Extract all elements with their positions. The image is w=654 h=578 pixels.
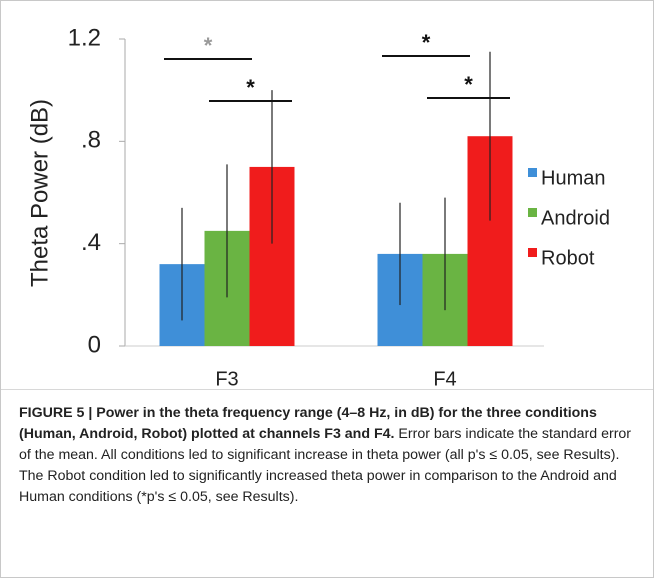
caption-text: Error bars indicate the standard error o… <box>19 426 632 505</box>
legend-swatch <box>528 208 537 217</box>
legend-swatch <box>528 248 537 257</box>
significance-marker: * <box>464 72 473 97</box>
y-axis-label: Theta Power (dB) <box>26 99 53 287</box>
significance-marker: * <box>246 75 255 100</box>
significance-marker: * <box>204 33 213 58</box>
divider <box>1 389 653 390</box>
y-tick-label: 1.2 <box>68 24 101 51</box>
legend-label: Robot <box>541 247 595 269</box>
caption-label: FIGURE 5 | Power in the theta frequency … <box>19 405 597 442</box>
x-tick-label: F4 <box>433 368 456 389</box>
y-tick-label: 0 <box>88 331 101 358</box>
chart: Theta Power (dB) 0 .4 .8 1.2 F3 F4 * * * * Human An… <box>26 24 610 390</box>
legend-label: Android <box>541 207 610 229</box>
x-tick-label: F3 <box>215 368 238 389</box>
y-tick-label: .4 <box>81 229 101 256</box>
significance-marker: * <box>422 30 431 55</box>
y-tick-label: .8 <box>81 127 101 154</box>
caption: FIGURE 5 | Power in the theta frequency … <box>19 403 637 508</box>
legend-label: Human <box>541 167 605 189</box>
legend-swatch <box>528 168 537 177</box>
